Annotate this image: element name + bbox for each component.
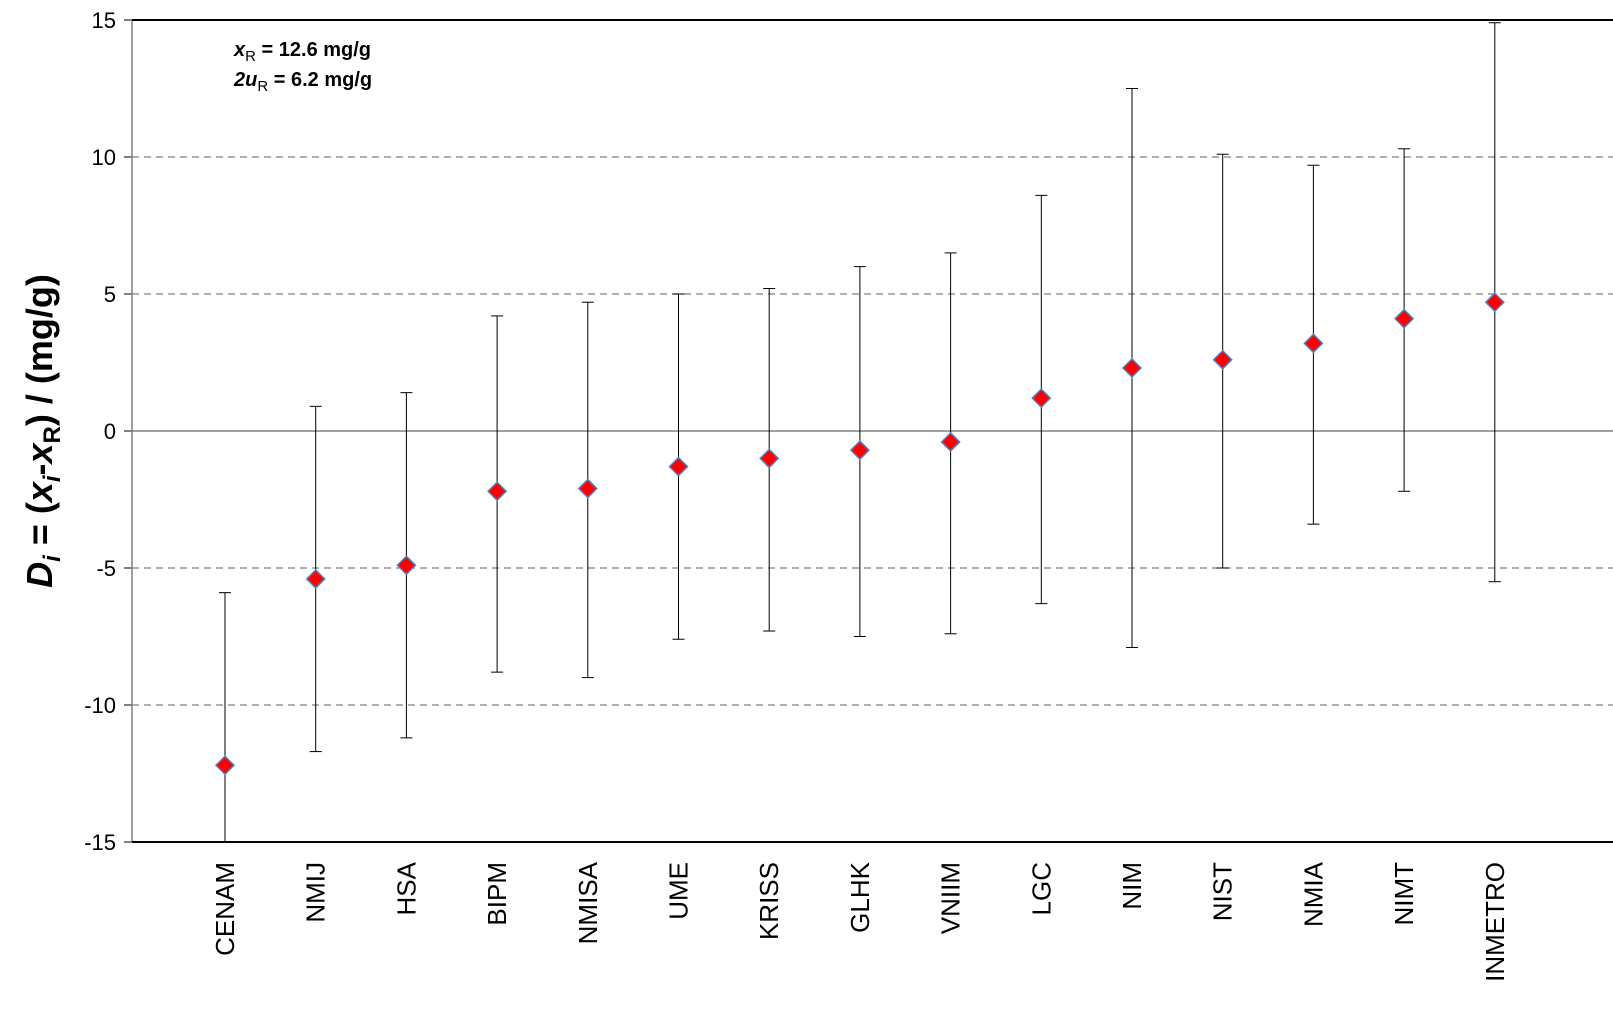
- data-series: [214, 22, 1505, 842]
- axes: [124, 19, 1613, 843]
- y-tick-label: -15: [84, 830, 116, 855]
- x-tick-label: INMETRO: [1480, 862, 1510, 982]
- data-point-nmij: [305, 568, 326, 590]
- data-point-lgc: [1031, 388, 1052, 409]
- y-tick-label: 15: [92, 8, 116, 33]
- data-point-hsa: [396, 555, 417, 576]
- x-tick-label: NMIA: [1298, 861, 1328, 927]
- x-tick-label: NIST: [1208, 862, 1238, 921]
- x-tick-label: BIPM: [482, 862, 512, 926]
- x-tick-label: KRISS: [754, 862, 784, 940]
- x-tick-label: HSA: [391, 861, 421, 915]
- x-tick-label: NMISA: [573, 861, 603, 944]
- x-category-labels: CENAM NMIJ HSA BIPM NMISA UME KRISS GLHK VNIIM LG…: [210, 861, 1510, 982]
- y-tick-label: 0: [104, 419, 116, 444]
- gridlines: [132, 156, 1613, 706]
- data-point-nist: [1212, 349, 1233, 370]
- data-point-glhk: [849, 440, 870, 461]
- data-point-cenam: [214, 755, 236, 776]
- data-point-ume: [668, 456, 689, 477]
- x-tick-label: NIM: [1117, 862, 1147, 910]
- y-tick-label: 10: [92, 145, 116, 170]
- x-tick-label: UME: [664, 862, 694, 920]
- annotation-2ur: 2uR = 6.2 mg/g: [233, 69, 372, 95]
- x-tick-label: LGC: [1026, 862, 1056, 915]
- x-tick-label: VNIIM: [936, 862, 966, 934]
- y-tick-label: 5: [104, 282, 116, 307]
- data-point-nmia: [1303, 333, 1324, 354]
- y-axis-label: Di = (xi-xR) / (mg/g): [19, 274, 66, 588]
- data-point-vniim: [940, 431, 961, 453]
- x-tick-label: NIMT: [1389, 862, 1419, 926]
- x-tick-label: GLHK: [845, 861, 875, 932]
- annotation-xr: xR = 12.6 mg/g: [233, 39, 371, 65]
- y-tick-label: -5: [96, 556, 116, 581]
- data-point-nmisa: [577, 478, 598, 499]
- x-tick-label: NMIJ: [301, 862, 331, 923]
- data-point-kriss: [759, 448, 780, 469]
- data-point-nimt: [1394, 308, 1415, 329]
- x-tick-label: CENAM: [210, 862, 240, 956]
- data-point-nim: [1121, 357, 1143, 379]
- data-point-bipm: [487, 481, 508, 502]
- y-tick-label: -10: [84, 693, 116, 718]
- data-point-inmetro: [1484, 292, 1505, 313]
- y-tick-labels: 15 10 5 0 -5 -10 -15: [84, 8, 116, 855]
